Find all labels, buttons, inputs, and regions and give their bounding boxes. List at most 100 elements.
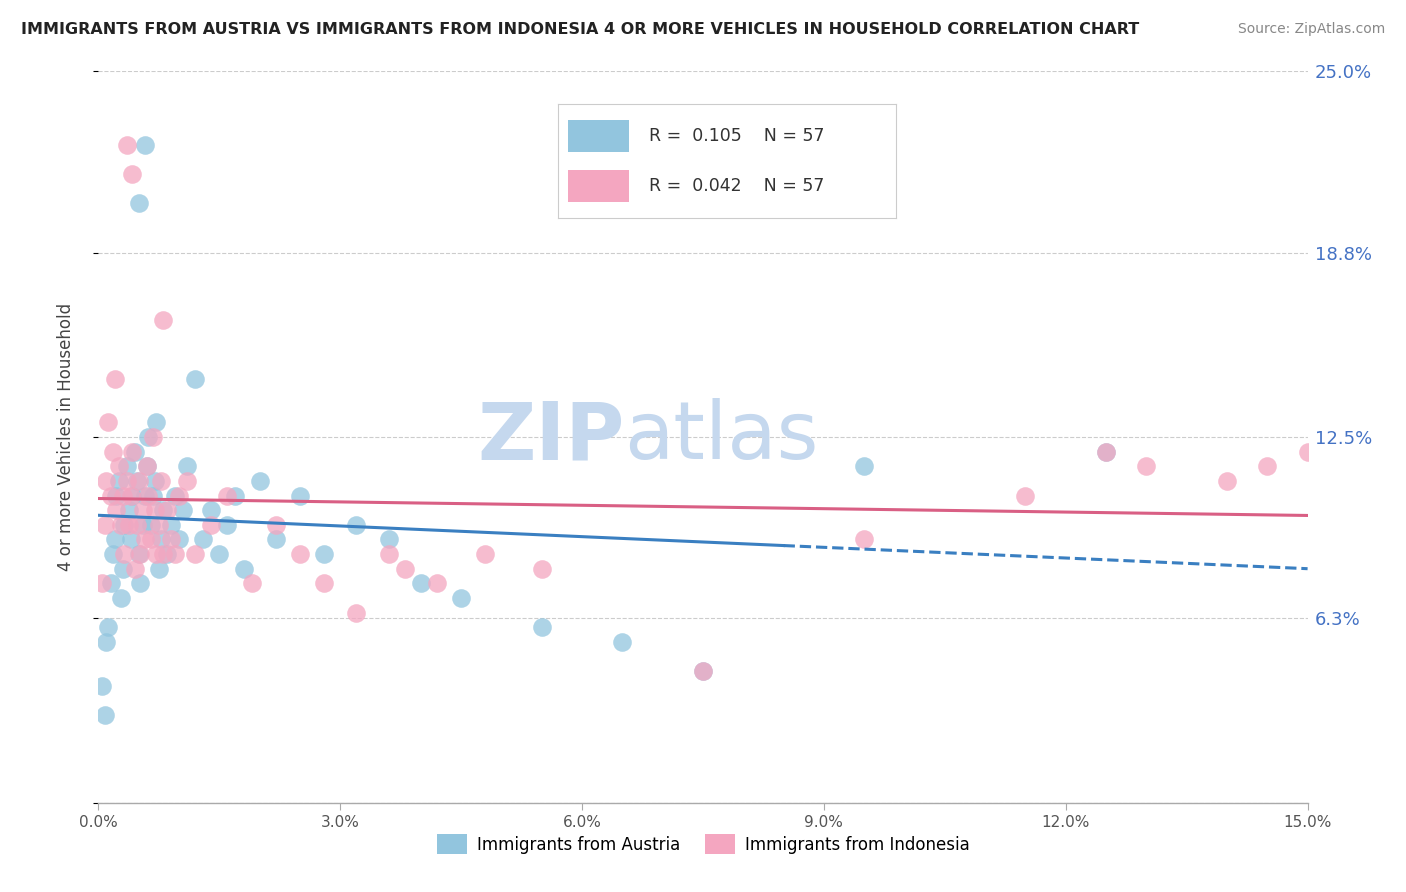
Point xyxy=(143,503,166,517)
Point xyxy=(692,664,714,678)
Point xyxy=(1296,444,1319,458)
Point xyxy=(139,533,162,547)
Point xyxy=(127,517,149,532)
Point xyxy=(160,533,183,547)
Point xyxy=(377,547,399,561)
Point xyxy=(176,459,198,474)
Point xyxy=(124,444,146,458)
Point xyxy=(138,489,160,503)
Point xyxy=(264,517,287,532)
Point xyxy=(160,517,183,532)
Point xyxy=(129,576,152,591)
Point xyxy=(853,459,876,474)
Point xyxy=(145,416,167,430)
Point xyxy=(112,517,135,532)
Point xyxy=(121,444,143,458)
Y-axis label: 4 or more Vehicles in Household: 4 or more Vehicles in Household xyxy=(56,303,75,571)
Point xyxy=(112,547,135,561)
Point xyxy=(249,474,271,488)
Point xyxy=(1014,489,1036,503)
Point xyxy=(100,576,122,591)
Point xyxy=(344,517,367,532)
Point xyxy=(138,430,160,444)
Point xyxy=(172,503,194,517)
Point xyxy=(101,444,124,458)
Point xyxy=(128,196,150,211)
Point xyxy=(152,313,174,327)
Text: ZIP: ZIP xyxy=(477,398,624,476)
Point xyxy=(132,517,155,532)
Point xyxy=(208,547,231,561)
Point xyxy=(97,416,120,430)
Point xyxy=(150,533,173,547)
Point xyxy=(152,547,174,561)
Point xyxy=(152,503,174,517)
Point xyxy=(103,533,125,547)
Point xyxy=(142,430,165,444)
Text: IMMIGRANTS FROM AUSTRIA VS IMMIGRANTS FROM INDONESIA 4 OR MORE VEHICLES IN HOUSE: IMMIGRANTS FROM AUSTRIA VS IMMIGRANTS FR… xyxy=(21,22,1139,37)
Point xyxy=(111,562,134,576)
Point xyxy=(1095,444,1118,458)
Point xyxy=(426,576,449,591)
Point xyxy=(91,576,114,591)
Point xyxy=(1095,444,1118,458)
Point xyxy=(692,664,714,678)
Point xyxy=(105,489,128,503)
Point xyxy=(394,562,416,576)
Point xyxy=(120,533,142,547)
Point xyxy=(224,489,246,503)
Point xyxy=(103,371,125,385)
Point xyxy=(200,503,222,517)
Point xyxy=(97,620,120,634)
Point xyxy=(121,489,143,503)
Point xyxy=(193,533,215,547)
Point xyxy=(94,708,117,723)
Point xyxy=(184,371,207,385)
Point xyxy=(150,474,173,488)
Point xyxy=(94,517,117,532)
Point xyxy=(96,635,118,649)
Point xyxy=(124,562,146,576)
Legend: Immigrants from Austria, Immigrants from Indonesia: Immigrants from Austria, Immigrants from… xyxy=(430,828,976,860)
Point xyxy=(288,489,311,503)
Point xyxy=(139,517,162,532)
Point xyxy=(129,547,152,561)
Point xyxy=(148,517,170,532)
Point xyxy=(474,547,496,561)
Point xyxy=(240,576,263,591)
Point xyxy=(217,489,239,503)
Point xyxy=(134,489,156,503)
Point xyxy=(163,489,186,503)
Point xyxy=(176,474,198,488)
Point xyxy=(142,489,165,503)
Point xyxy=(200,517,222,532)
Point xyxy=(127,474,149,488)
Point xyxy=(530,562,553,576)
Point xyxy=(110,591,132,605)
Point xyxy=(128,547,150,561)
Point xyxy=(1135,459,1157,474)
Point xyxy=(118,517,141,532)
Point xyxy=(101,547,124,561)
Point xyxy=(91,679,114,693)
Point xyxy=(1216,474,1239,488)
Point xyxy=(115,137,138,152)
Point xyxy=(612,635,634,649)
Point xyxy=(107,459,129,474)
Point xyxy=(163,547,186,561)
Point xyxy=(409,576,432,591)
Text: Source: ZipAtlas.com: Source: ZipAtlas.com xyxy=(1237,22,1385,37)
Point xyxy=(377,533,399,547)
Point xyxy=(128,474,150,488)
Point xyxy=(156,547,179,561)
Point xyxy=(314,547,336,561)
Point xyxy=(217,517,239,532)
Point xyxy=(134,137,156,152)
Point xyxy=(143,474,166,488)
Point xyxy=(105,503,128,517)
Point xyxy=(118,503,141,517)
Point xyxy=(132,503,155,517)
Point xyxy=(232,562,254,576)
Point xyxy=(264,533,287,547)
Point xyxy=(115,459,138,474)
